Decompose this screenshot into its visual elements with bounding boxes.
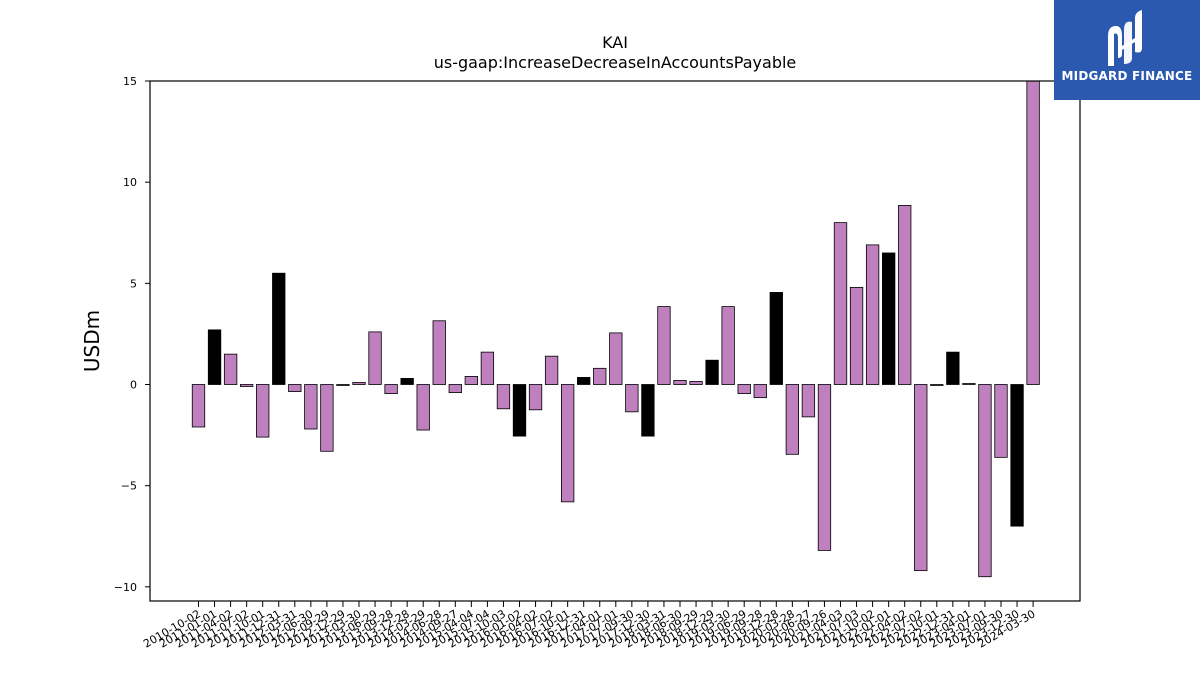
bar-2011-01-01 bbox=[207, 329, 222, 385]
bar-2011-12-31 bbox=[272, 272, 286, 385]
y-tick-label: 5 bbox=[130, 277, 137, 290]
y-tick-label: 15 bbox=[123, 75, 137, 88]
brand-name: MIDGARD FINANCE bbox=[1061, 69, 1193, 83]
bar-2010-10-02 bbox=[191, 384, 206, 428]
bar-2020-09-26 bbox=[817, 384, 832, 551]
bar-2012-12-29 bbox=[336, 384, 350, 386]
bar-2015-07-04 bbox=[480, 351, 495, 385]
plot-frame bbox=[149, 80, 1081, 602]
bar-2013-12-28 bbox=[400, 378, 414, 385]
bar-2019-06-29 bbox=[737, 384, 751, 395]
y-tick-label: 10 bbox=[123, 176, 137, 189]
bar-2020-03-28 bbox=[785, 384, 799, 455]
bar-2018-06-30 bbox=[673, 380, 687, 385]
bar-2012-06-30 bbox=[304, 384, 318, 430]
bar-2018-03-31 bbox=[657, 306, 671, 385]
bar-2011-04-02 bbox=[223, 353, 238, 385]
bar-2023-09-30 bbox=[994, 384, 1008, 458]
bar-2018-09-29 bbox=[689, 381, 703, 385]
midgard-logo-icon bbox=[1108, 10, 1142, 66]
x-axis: 2010-10-022011-01-012011-04-022011-07-02… bbox=[141, 601, 1038, 651]
bar-2023-04-01 bbox=[962, 383, 976, 385]
bar-2022-12-31 bbox=[946, 351, 960, 385]
bar-2024-03-30 bbox=[1026, 80, 1040, 385]
brand-logo: MIDGARD FINANCE bbox=[1054, 0, 1200, 100]
chart-title: KAI bbox=[602, 33, 628, 52]
bar-2021-04-03 bbox=[833, 222, 848, 385]
y-tick-label: 0 bbox=[130, 379, 137, 392]
bar-2019-12-28 bbox=[769, 292, 783, 385]
y-axis-label: USDm bbox=[80, 310, 104, 372]
bar-2017-07-01 bbox=[609, 332, 623, 385]
bar-2014-09-27 bbox=[448, 384, 462, 393]
bar-2011-07-02 bbox=[239, 384, 254, 387]
bar-2022-10-01 bbox=[930, 384, 944, 386]
bar-2015-04-04 bbox=[464, 376, 479, 385]
bars bbox=[191, 80, 1040, 578]
bar-2013-06-29 bbox=[368, 331, 382, 385]
bar-2017-04-01 bbox=[593, 367, 607, 385]
bar-2020-06-27 bbox=[801, 384, 816, 418]
bar-2019-03-30 bbox=[721, 306, 735, 385]
bar-2022-07-02 bbox=[914, 384, 928, 572]
bar-2012-03-31 bbox=[288, 384, 302, 392]
bar-2016-10-01 bbox=[561, 384, 575, 503]
bar-2017-12-30 bbox=[641, 384, 655, 437]
bar-2021-10-02 bbox=[865, 244, 880, 385]
bar-2015-10-03 bbox=[496, 384, 511, 410]
y-tick-label: −5 bbox=[121, 480, 137, 493]
bar-2017-09-30 bbox=[625, 384, 639, 413]
bar-2013-03-30 bbox=[352, 382, 366, 385]
y-tick-label: −10 bbox=[114, 581, 137, 594]
bar-2018-12-29 bbox=[705, 359, 719, 385]
bar-2023-07-01 bbox=[978, 384, 992, 578]
bar-2019-09-28 bbox=[753, 384, 767, 399]
bar-2016-12-31 bbox=[577, 377, 591, 385]
bar-2022-04-02 bbox=[898, 205, 912, 385]
bar-2011-10-01 bbox=[256, 384, 270, 438]
bar-2014-06-28 bbox=[432, 320, 446, 385]
y-axis: −10 −5 0 5 10 15 bbox=[114, 75, 150, 594]
bar-2016-01-02 bbox=[512, 384, 527, 437]
bar-2014-03-29 bbox=[416, 384, 430, 431]
bar-2013-09-28 bbox=[384, 384, 398, 395]
bar-2012-09-29 bbox=[320, 384, 334, 452]
bar-2016-07-02 bbox=[544, 355, 559, 385]
bar-2023-12-30 bbox=[1010, 384, 1024, 527]
bar-2022-01-01 bbox=[882, 252, 896, 385]
bar-2016-04-02 bbox=[528, 384, 543, 411]
bar-2021-07-03 bbox=[849, 286, 864, 385]
chart-subtitle: us-gaap:IncreaseDecreaseInAccountsPayabl… bbox=[434, 53, 797, 72]
